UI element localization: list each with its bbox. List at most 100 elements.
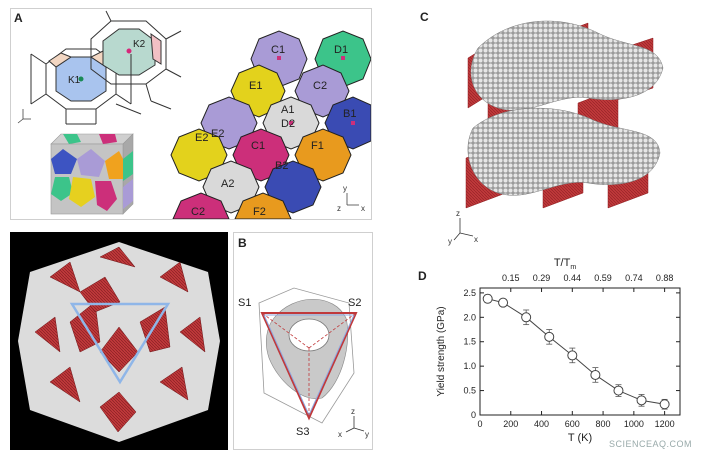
axis-label-x-b: x [338,430,342,439]
tile-label-c2-right: C2 [313,80,327,92]
tile-label-c1-center: C1 [251,140,265,152]
axis-label-y-a: y [343,184,347,193]
x-tick-label: 200 [503,419,518,429]
axis-label-z-a: z [337,204,341,213]
data-point [659,399,670,410]
tile-label-c2-bottom: C2 [191,206,205,218]
data-point [544,331,555,342]
tile-label-d2: D2 [281,118,295,130]
panel-b-label: B [238,236,247,250]
top-tick-label: 0.15 [502,273,520,283]
top-tick-labels: 0.15 0.29 0.44 0.59 0.74 0.88 [502,273,673,283]
cell-a-stubs [30,54,172,125]
y-tick-label: 0.5 [463,386,476,396]
truncated-octahedron-cell-k1 [30,48,132,124]
black-panel-graphic [18,242,220,442]
top-tick-label: 0.88 [656,273,674,283]
y-tick-label: 2.5 [463,288,476,298]
x-tick-label: 600 [565,419,580,429]
data-point [613,385,624,396]
y-tick-label: 1.5 [463,337,476,347]
tile-label-a1: A1 [281,104,294,116]
blue-triangle-b [263,314,355,417]
tile-label-d1: D1 [334,44,348,56]
vertex-label-s2: S2 [348,297,361,309]
panel-d-label: D [418,269,427,283]
pore-b [288,318,330,352]
data-point [498,297,509,308]
vertex-label-s3: S3 [296,426,309,438]
axis-label-x-a: x [361,204,365,213]
tile-label-c1: C1 [271,44,285,56]
plot-frame [479,287,681,416]
data-point [567,350,578,361]
axis-label-x-c: x [474,235,478,244]
octagon-tiling [170,30,371,219]
x-tick-label: 800 [596,419,611,429]
tile-label-f1: F1 [311,140,324,152]
x-tick-label: 1000 [624,419,644,429]
tiling-center-markers [277,56,355,125]
axis-label-y-b: y [365,430,369,439]
top-tick-label: 0.59 [594,273,612,283]
watermark: SCIENCEAQ.COM [608,439,692,449]
x-tick-label: 1200 [655,419,675,429]
tile-label-f2: F2 [253,206,266,218]
cell-label-k1: K1 [68,75,81,86]
panel-b: B S1 S2 S3 z x y [233,232,373,450]
x-axis-label: T (K) [568,432,592,444]
tile-label-a2: A2 [221,178,234,190]
axis-label-y-c: y [448,237,452,246]
red-triangle-b [260,312,358,421]
blue-triangle [69,302,171,385]
panel-c-graphic: z x y [448,20,664,246]
series-layer [482,293,670,410]
tile-label-b1: B1 [343,108,356,120]
tile-label-b2: B2 [275,160,288,172]
vertex-label-s1: S1 [238,297,251,309]
yield-strength-chart: T/Tm 0.15 0.29 0.44 0.59 0.74 0.88 0 200 400 600… [436,257,681,444]
panel-a-label: A [14,11,23,25]
axis-label-z-b: z [351,407,355,416]
x-tick-label: 0 [477,419,482,429]
tile-label-e2: E2 [211,128,224,140]
top-tick-label: 0.44 [564,273,582,283]
data-point [590,369,601,380]
panel-b-graphic: S1 S2 S3 z x y [238,287,369,439]
axis-label-z-c: z [456,209,460,218]
panel-d: D T/Tm 0.15 0.29 0.44 0.59 0.74 0.88 0 200 400 6… [410,255,700,455]
y-tick-label: 1.0 [463,361,476,371]
series-line [487,298,665,405]
grain-cube [50,133,134,215]
panel-a: A K1 K2 [10,8,372,220]
x-tick-label: 400 [534,419,549,429]
panel-rendering-black [10,232,228,450]
dashed-lines-b [261,312,357,418]
y-axis-label: Yield strength (GPa) [436,306,447,396]
center-dot-k2 [126,48,132,54]
data-point [521,312,532,323]
axis-triad-c [453,218,474,241]
axis-triad-b [345,416,365,433]
panel-c: C z x [418,8,668,248]
y-tick-labels: 0 0.5 1.0 1.5 2.0 2.5 [463,288,680,420]
top-tick-label: 0.74 [625,273,643,283]
tile-label-e1: E1 [249,80,262,92]
panel-c-label: C [420,10,429,24]
cube-outline-b [258,287,355,424]
y-tick-label: 2.0 [463,312,476,322]
data-point [636,395,647,406]
bead-surface [467,20,664,196]
axis-triad-a-left [17,109,31,124]
panel-a-graphic: K1 K2 [17,10,371,219]
tile-label-e2-left: E2 [195,132,208,144]
top-axis-label: T/Tm [554,257,577,271]
y-tick-label: 0 [471,410,476,420]
x-tick-labels: 0 200 400 600 800 1000 1200 [477,288,675,429]
axis-triad-a-right [346,193,359,206]
data-point [482,293,493,304]
tiling-cell-labels: C1 D1 E1 C2 A1 D2 B1 E2 C1 B2 F1 A2 E2 C… [191,44,356,218]
center-dot-k1 [78,76,84,82]
cell-label-k2: K2 [133,39,146,50]
top-tick-label: 0.29 [533,273,551,283]
